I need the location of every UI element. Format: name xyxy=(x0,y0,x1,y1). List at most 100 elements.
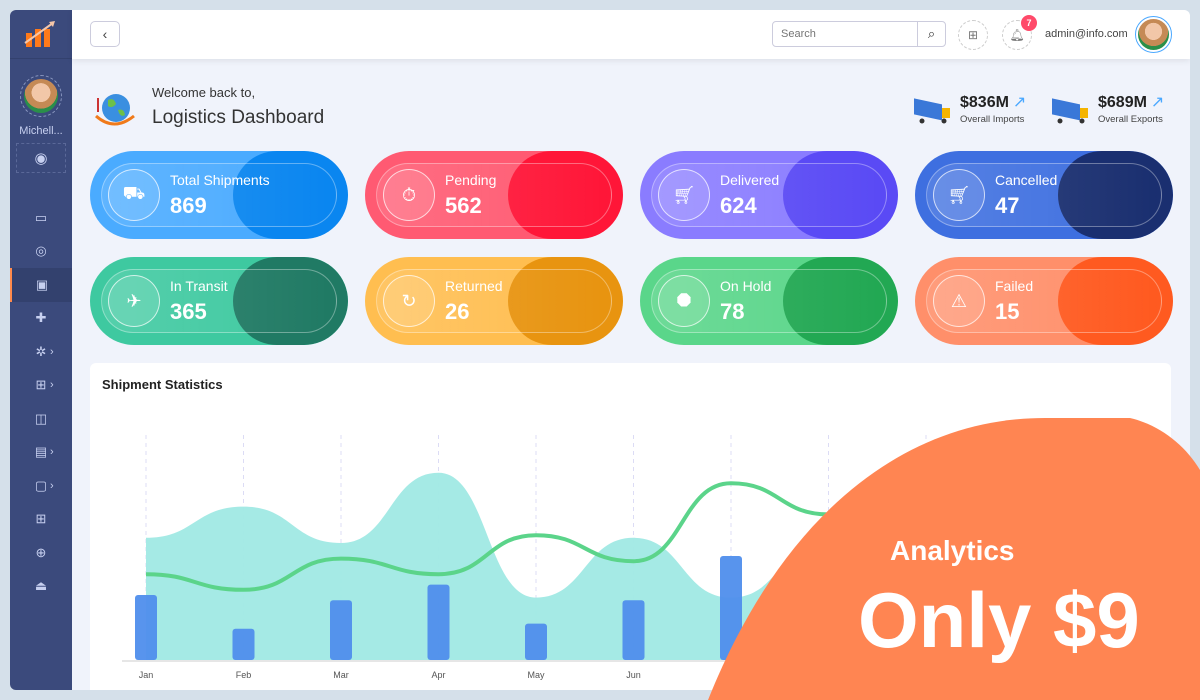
collapse-sidebar-button[interactable]: ‹ xyxy=(90,21,120,47)
x-tick-label: Jan xyxy=(139,670,154,680)
imports-value: $836M xyxy=(960,94,1009,111)
globe-icon xyxy=(95,94,135,126)
card-value: 15 xyxy=(995,299,1020,324)
sidebar-item-window[interactable]: ▢ › xyxy=(10,469,72,503)
layout-icon: ◫ xyxy=(34,410,48,426)
truck-icon: ⛟ xyxy=(108,169,160,221)
card-label: On Hold xyxy=(720,278,772,294)
logo[interactable] xyxy=(10,10,72,59)
card-label: Failed xyxy=(995,278,1034,294)
export-truck-icon xyxy=(1052,97,1088,123)
card-label: Total Shipments xyxy=(170,172,270,188)
card-value: 624 xyxy=(720,193,757,218)
chart-title: Shipment Statistics xyxy=(102,377,223,392)
chevron-right-icon: › xyxy=(50,479,54,492)
apps-icon: ⊞ xyxy=(35,377,47,393)
arrow-up-right-icon: ↗ xyxy=(1012,94,1027,111)
bar-jun xyxy=(622,600,645,660)
sidebar-item-apps[interactable]: ⊞ › xyxy=(10,369,72,403)
sidebar-item-settings[interactable]: ✲ › xyxy=(10,335,72,369)
sidebar-item-bus[interactable]: ▣ xyxy=(10,268,72,302)
card-returned[interactable]: ↻ Returned 26 xyxy=(365,257,623,345)
sidebar-user-name: Michell... xyxy=(19,125,63,137)
top-bar: ‹ ⌕ ⊞ 🔔︎7 admin@info.com xyxy=(72,10,1190,59)
github-icon[interactable]: ◉ xyxy=(16,143,66,173)
sidebar-item-layout[interactable]: ◫ xyxy=(10,402,72,436)
page-title: Logistics Dashboard xyxy=(152,107,325,128)
stop-icon: ⯃ xyxy=(658,275,710,327)
card-failed[interactable]: ⚠ Failed 15 xyxy=(915,257,1173,345)
area-series xyxy=(146,472,829,660)
user-avatar[interactable] xyxy=(1135,16,1172,53)
sidebar: Michell... ◉ ▭ ◎ ▣ ✚ ✲ › ⊞ › ◫ ▤ › ▢ › ⊞ ⊕ ⏏ xyxy=(10,10,72,690)
sidebar-item-puzzle[interactable]: ✚ xyxy=(10,302,72,336)
chevron-right-icon: › xyxy=(50,379,54,392)
grid-icon: ⊞ xyxy=(35,511,47,527)
search-icon[interactable]: ⌕ xyxy=(917,22,945,46)
x-tick-label: Jun xyxy=(626,670,641,680)
card-value: 869 xyxy=(170,193,207,218)
sidebar-item-ship[interactable]: ⏏ xyxy=(10,570,72,604)
card-label: Cancelled xyxy=(995,172,1058,188)
cart-x-icon: 🛒︎ xyxy=(933,169,985,221)
apps-button[interactable]: ⊞ xyxy=(958,20,988,50)
sidebar-item-fingerprint[interactable]: ◎ xyxy=(10,235,72,269)
card-value: 78 xyxy=(720,299,745,324)
sidebar-nav: ▭ ◎ ▣ ✚ ✲ › ⊞ › ◫ ▤ › ▢ › ⊞ ⊕ ⏏ xyxy=(10,201,72,603)
search-box: ⌕ xyxy=(772,21,946,47)
promo-price: Only $9 xyxy=(858,576,1140,664)
arrow-up-right-icon: ↗ xyxy=(1150,94,1165,111)
airplane-icon: ✈ xyxy=(108,275,160,327)
x-tick-label: Mar xyxy=(333,670,349,680)
card-value: 365 xyxy=(170,299,207,324)
card-label: Returned xyxy=(445,278,503,294)
bell-icon: 🔔︎ xyxy=(1009,28,1025,42)
settings-icon: ✲ xyxy=(35,343,47,359)
bar-may xyxy=(525,623,547,660)
exports-stat: $689M ↗ Overall Exports xyxy=(1050,92,1164,125)
x-tick-label: Feb xyxy=(236,670,252,680)
chevron-right-icon: › xyxy=(50,446,54,459)
sidebar-item-grid[interactable]: ⊞ xyxy=(10,503,72,537)
card-value: 47 xyxy=(995,193,1020,218)
promo-title: Analytics xyxy=(890,535,1015,566)
notification-badge: 7 xyxy=(1021,15,1037,31)
search-input[interactable] xyxy=(773,22,917,46)
bar-apr xyxy=(427,584,450,660)
x-tick-label: May xyxy=(527,670,545,680)
window-icon: ▢ xyxy=(34,477,48,493)
fingerprint-icon: ◎ xyxy=(35,243,47,259)
card-in-transit[interactable]: ✈ In Transit 365 xyxy=(90,257,348,345)
bar-jan xyxy=(135,595,157,660)
card-label: Pending xyxy=(445,172,497,188)
sidebar-item-table[interactable]: ▤ › xyxy=(10,436,72,470)
user-email[interactable]: admin@info.com xyxy=(1045,28,1128,40)
x-tick-label: Jul xyxy=(725,670,737,680)
bar-feb xyxy=(232,628,255,660)
welcome-text: Welcome back to, xyxy=(152,85,256,100)
bus-icon: ▣ xyxy=(35,276,49,292)
import-truck-icon xyxy=(914,97,950,123)
card-pending[interactable]: ⏱ Pending 562 xyxy=(365,151,623,239)
card-delivered[interactable]: 🛒︎ Delivered 624 xyxy=(640,151,898,239)
timer-icon: ⏱ xyxy=(383,169,435,221)
card-cancelled[interactable]: 🛒︎ Cancelled 47 xyxy=(915,151,1173,239)
warning-icon: ⚠ xyxy=(933,275,985,327)
table-icon: ▤ xyxy=(34,444,48,460)
card-value: 26 xyxy=(445,299,470,324)
sidebar-item-globe[interactable]: ⊕ xyxy=(10,536,72,570)
card-on-hold[interactable]: ⯃ On Hold 78 xyxy=(640,257,898,345)
card-total-shipments[interactable]: ⛟ Total Shipments 869 xyxy=(90,151,348,239)
sidebar-avatar[interactable] xyxy=(20,75,62,117)
monitor-icon: ▭ xyxy=(34,209,48,225)
apps-grid-icon: ⊞ xyxy=(967,28,979,42)
bar-jul xyxy=(720,556,742,660)
logo-chart-icon xyxy=(24,21,55,47)
puzzle-icon: ✚ xyxy=(35,310,47,326)
x-tick-label: Apr xyxy=(431,670,445,680)
x-tick-label: Aug xyxy=(820,670,836,680)
card-value: 562 xyxy=(445,193,482,218)
notifications-button[interactable]: 🔔︎ 7 xyxy=(1002,15,1037,50)
sidebar-item-monitor[interactable]: ▭ xyxy=(10,201,72,235)
card-label: In Transit xyxy=(170,278,228,294)
